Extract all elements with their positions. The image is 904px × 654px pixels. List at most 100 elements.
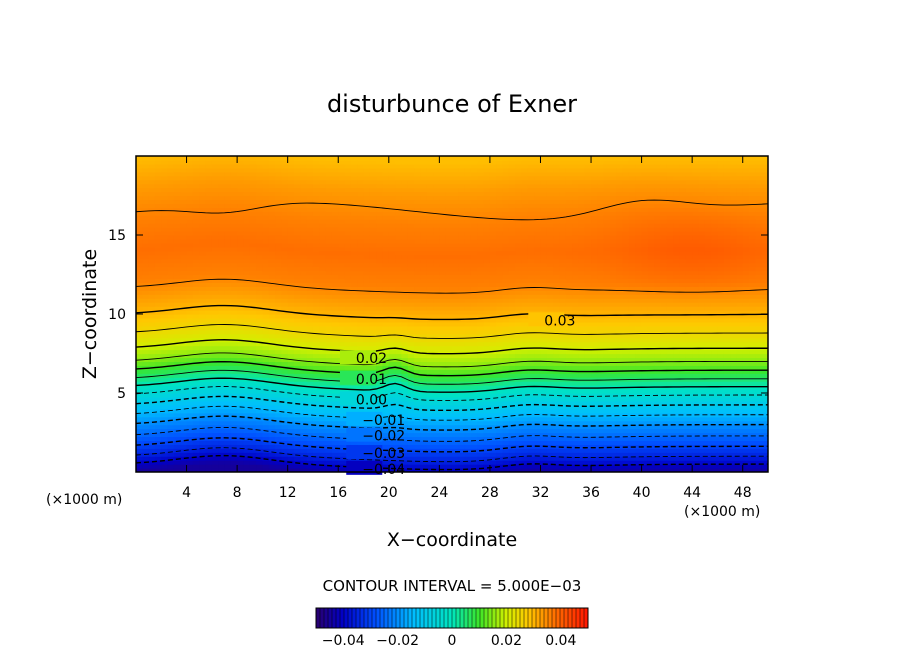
field-cell (306, 412, 314, 418)
field-cell (325, 333, 333, 339)
field-cell (262, 163, 270, 169)
field-cell (262, 412, 270, 418)
field-cell (458, 250, 466, 256)
field-cell (508, 357, 516, 362)
field-cell (445, 290, 453, 295)
field-cell (136, 424, 143, 430)
field-cell (407, 314, 415, 319)
field-cell (161, 452, 169, 457)
field-cell (458, 286, 466, 291)
field-cell (154, 242, 162, 248)
field-cell (306, 238, 314, 244)
field-cell (167, 460, 175, 465)
field-cell (205, 424, 213, 430)
field-cell (306, 231, 314, 236)
field-cell (192, 282, 200, 287)
field-cell (401, 191, 409, 197)
field-cell (331, 235, 339, 240)
field-cell (161, 460, 169, 465)
field-cell (294, 286, 301, 291)
field-cell (148, 424, 156, 430)
field-cell (407, 317, 415, 323)
field-cell (331, 444, 339, 449)
field-cell (521, 179, 529, 185)
field-cell (388, 238, 396, 244)
field-cell (142, 294, 150, 299)
field-cell (211, 191, 219, 197)
field-cell (439, 357, 447, 362)
field-cell (180, 159, 188, 165)
field-cell (268, 191, 276, 197)
field-cell (268, 333, 276, 339)
field-cell (388, 321, 396, 327)
field-cell (224, 298, 232, 303)
field-cell (502, 199, 510, 204)
field-cell (344, 235, 352, 240)
field-cell (230, 460, 238, 465)
field-cell (148, 440, 156, 445)
field-cell (224, 306, 232, 311)
field-cell (186, 191, 194, 197)
field-cell (489, 357, 497, 362)
field-cell (452, 270, 459, 276)
field-cell (312, 452, 320, 457)
field-cell (192, 412, 200, 418)
field-cell (515, 432, 523, 438)
field-cell (433, 428, 440, 434)
field-cell (464, 448, 472, 453)
field-cell (173, 211, 181, 216)
field-cell (489, 294, 497, 299)
field-cell (275, 321, 282, 327)
field-cell (275, 254, 282, 260)
field-cell (369, 424, 377, 430)
field-cell (470, 250, 478, 256)
field-cell (458, 227, 466, 232)
field-cell (249, 325, 257, 331)
field-cell (344, 278, 352, 283)
field-cell (243, 294, 251, 299)
field-cell (319, 444, 327, 449)
field-cell (243, 274, 251, 280)
field-cell (319, 452, 327, 457)
field-cell (275, 159, 282, 165)
field-cell (230, 294, 238, 299)
field-cell (243, 436, 251, 441)
field-cell (439, 175, 447, 181)
field-cell (464, 235, 472, 240)
field-cell (300, 317, 308, 323)
field-cell (148, 452, 156, 457)
field-cell (363, 440, 371, 445)
field-cell (192, 175, 200, 181)
field-cell (382, 321, 390, 327)
field-cell (154, 412, 162, 418)
field-cell (148, 250, 156, 256)
field-cell (331, 306, 339, 311)
field-cell (312, 294, 320, 299)
field-cell (205, 246, 213, 252)
field-cell (483, 231, 491, 236)
field-cell (369, 175, 377, 181)
field-cell (154, 274, 162, 280)
field-cell (439, 396, 447, 402)
field-cell (414, 278, 421, 283)
field-cell (205, 464, 213, 469)
field-cell (433, 436, 440, 441)
field-cell (230, 266, 238, 272)
field-cell (388, 396, 396, 402)
field-cell (300, 231, 308, 236)
field-cell (325, 448, 333, 453)
field-cell (452, 306, 459, 311)
field-cell (515, 242, 523, 248)
field-cell (369, 290, 377, 295)
field-cell (420, 345, 428, 351)
field-cell (445, 329, 453, 335)
field-cell (199, 432, 207, 438)
field-cell (211, 262, 219, 268)
field-cell (243, 179, 251, 185)
field-cell (464, 369, 472, 374)
field-cell (243, 373, 251, 378)
field-cell (224, 412, 232, 418)
field-cell (167, 404, 175, 410)
field-cell (268, 444, 276, 449)
field-cell (464, 223, 472, 228)
